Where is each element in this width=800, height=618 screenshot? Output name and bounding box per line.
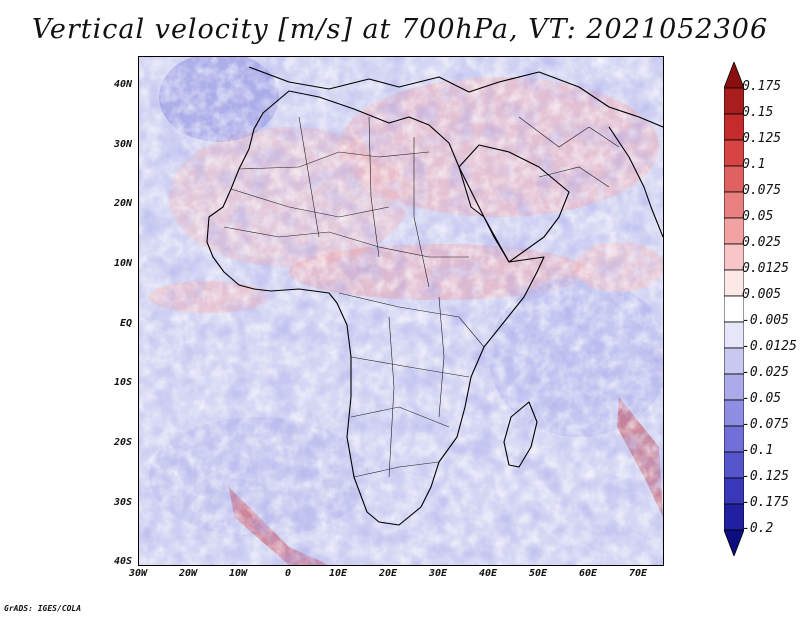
lon-tick-label: 30E: [428, 568, 448, 579]
colorbar-segment: [724, 165, 744, 193]
velocity-field-map: [139, 57, 663, 565]
lat-tick-label: 10S: [113, 377, 132, 388]
lat-tick-label: 40S: [113, 556, 132, 567]
colorbar-label: -0.2: [742, 521, 774, 536]
colorbar-segment: [724, 87, 744, 115]
lon-tick-label: 60E: [578, 568, 598, 579]
colorbar-label: 0.175: [742, 79, 782, 94]
colorbar-segment: [724, 425, 744, 453]
colorbar: [724, 62, 744, 556]
colorbar-label: 0.075: [742, 183, 782, 198]
colorbar-label: -0.175: [742, 495, 789, 510]
colorbar-label: -0.0125: [742, 339, 797, 354]
colorbar-label: 0.125: [742, 131, 782, 146]
colorbar-segment: [724, 217, 744, 245]
lat-tick-label: 10N: [113, 258, 132, 269]
lon-tick-label: 70E: [628, 568, 648, 579]
colorbar-label: 0.15: [742, 105, 774, 120]
lon-tick-label: 10E: [328, 568, 348, 579]
africa-coastline: [206, 90, 545, 526]
colorbar-segment: [724, 269, 744, 297]
lat-tick-label: 30N: [113, 139, 132, 150]
colorbar-segment: [724, 347, 744, 375]
lon-tick-label: 20E: [378, 568, 398, 579]
country-borders: [223, 116, 620, 478]
lat-tick-label: EQ: [119, 318, 132, 329]
arabian-peninsula-coastline: [458, 144, 570, 263]
europe-coastline: [248, 66, 663, 128]
colorbar-label: 0.025: [742, 235, 782, 250]
india-coastline: [608, 126, 663, 238]
lon-tick-label: 0: [284, 568, 292, 579]
lon-tick-label: 30W: [128, 568, 148, 579]
colorbar-segment: [724, 399, 744, 427]
lat-tick-label: 30S: [113, 497, 132, 508]
colorbar-segment: [724, 451, 744, 479]
colorbar-segment: [724, 191, 744, 219]
colorbar-label: -0.125: [742, 469, 789, 484]
lat-tick-label: 40N: [113, 79, 132, 90]
colorbar-label: 0.05: [742, 209, 774, 224]
lon-tick-label: 40E: [478, 568, 498, 579]
colorbar-label: 0.005: [742, 287, 782, 302]
coastlines: [206, 66, 663, 526]
colorbar-segment: [724, 113, 744, 141]
lat-tick-label: 20S: [113, 437, 132, 448]
colorbar-segment: [724, 139, 744, 167]
colorbar-bottom-arrow: [724, 529, 744, 556]
map-title: Vertical velocity [m/s] at 700hPa, VT: 2…: [31, 14, 769, 45]
grads-credit: GrADS: IGES/COLA: [4, 604, 82, 613]
colorbar-segment: [724, 477, 744, 505]
colorbar-segment: [724, 295, 744, 323]
colorbar-segment: [724, 321, 744, 349]
colorbar-segment: [724, 373, 744, 401]
colorbar-top-arrow: [724, 62, 744, 89]
colorbar-label: -0.075: [742, 417, 789, 432]
colorbar-label: -0.025: [742, 365, 789, 380]
colorbar-label: -0.005: [742, 313, 789, 328]
lon-tick-label: 10W: [228, 568, 248, 579]
colorbar-label: -0.1: [742, 443, 774, 458]
madagascar-coastline: [503, 401, 538, 468]
lat-tick-label: 20N: [113, 198, 132, 209]
colorbar-label: 0.1: [742, 157, 766, 172]
colorbar-segment: [724, 503, 744, 531]
colorbar-label: 0.0125: [742, 261, 789, 276]
colorbar-label: -0.05: [742, 391, 782, 406]
lon-tick-label: 50E: [528, 568, 548, 579]
colorbar-segment: [724, 243, 744, 271]
field-texture-dark: [139, 57, 663, 565]
lon-tick-label: 20W: [178, 568, 198, 579]
map-plot-area: [138, 56, 664, 566]
